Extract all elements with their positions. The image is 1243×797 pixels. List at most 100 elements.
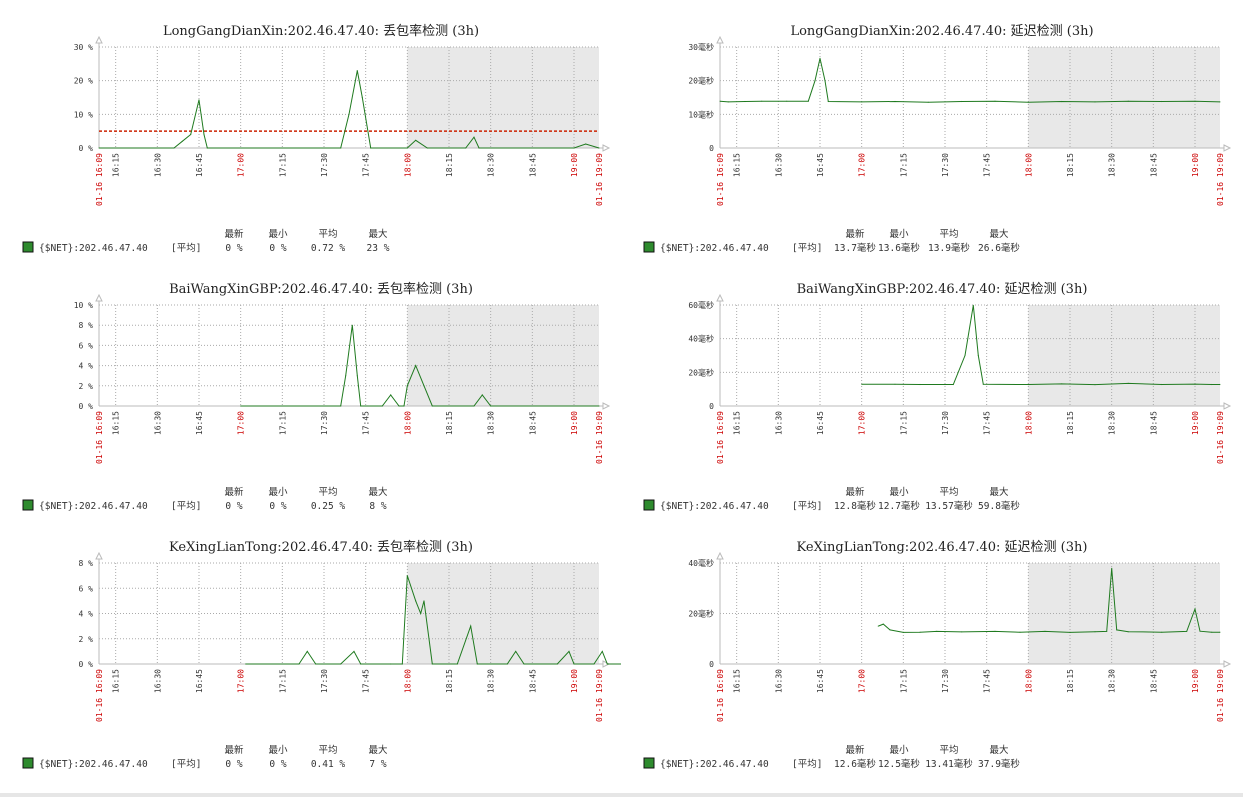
- legend-header: 最新: [224, 744, 244, 756]
- chart-title: LongGangDianXin:202.46.47.40: 丢包率检测 (3h): [163, 23, 479, 39]
- data-point: [345, 375, 347, 377]
- data-point: [819, 57, 821, 60]
- legend-value: 0 %: [269, 501, 286, 512]
- data-point: [1127, 382, 1129, 384]
- x-tick-label: 17:15: [278, 411, 287, 435]
- chart-loss-baiwang: BaiWangXinGBP:202.46.47.40: 丢包率检测 (3h) 0 …: [0, 273, 621, 531]
- data-point: [423, 600, 425, 602]
- chart-title: BaiWangXinGBP:202.46.47.40: 延迟检测 (3h): [797, 282, 1088, 297]
- x-tick-label: 17:00: [237, 411, 246, 435]
- x-tick-label: 18:00: [1024, 411, 1033, 435]
- legend-label: {$NET}:202.46.47.40: [39, 243, 148, 254]
- data-point: [481, 394, 483, 396]
- x-tick-label: 16:30: [153, 411, 162, 435]
- x-tick-label: 16:45: [195, 669, 204, 693]
- x-tick-label: 19:00: [1191, 411, 1200, 435]
- x-tick-label: 18:15: [1066, 411, 1075, 435]
- x-tick-label: 17:15: [899, 669, 908, 693]
- data-point: [415, 139, 417, 141]
- data-point: [356, 375, 358, 377]
- y-tick-label: 20 %: [74, 77, 93, 86]
- legend-header: 平均: [939, 228, 958, 240]
- data-point: [315, 663, 317, 665]
- legend-label: {$NET}:202.46.47.40: [39, 501, 148, 512]
- legend-header: 最大: [368, 228, 388, 240]
- chart-svg: LongGangDianXin:202.46.47.40: 丢包率检测 (3h)…: [22, 23, 611, 254]
- data-point: [431, 405, 433, 407]
- data-point: [761, 100, 763, 102]
- data-point: [1219, 631, 1221, 633]
- x-tick-label: 19:00: [1191, 669, 1200, 693]
- legend-value: 13.41毫秒: [925, 758, 973, 770]
- legend-function: [平均]: [792, 500, 822, 512]
- x-tick-label: 01-16 16:09: [716, 669, 725, 722]
- y-tick-label: 30毫秒: [688, 42, 714, 52]
- data-point: [181, 140, 183, 142]
- x-tick-label: 17:00: [237, 153, 246, 177]
- data-point: [719, 100, 721, 102]
- legend-label: {$NET}:202.46.47.40: [39, 759, 148, 770]
- x-tick-label: 16:45: [195, 153, 204, 177]
- legend-value: 0 %: [269, 759, 286, 770]
- data-point: [390, 394, 392, 396]
- x-tick-label: 18:00: [1024, 669, 1033, 693]
- data-point: [356, 70, 358, 72]
- y-tick-label: 0 %: [79, 402, 94, 411]
- x-tick-label: 01-16 16:09: [95, 153, 104, 206]
- legend-header: 最新: [845, 486, 865, 498]
- legend-function: [平均]: [171, 758, 201, 770]
- data-point: [98, 147, 100, 149]
- shaded-region: [407, 305, 599, 406]
- x-tick-label: 01-16 16:09: [95, 669, 104, 722]
- x-tick-label: 18:45: [1149, 411, 1158, 435]
- x-tick-label: 01-16 19:09: [595, 411, 604, 464]
- shaded-region: [1028, 305, 1220, 406]
- data-point: [1127, 631, 1129, 633]
- shaded-region: [407, 47, 599, 148]
- x-tick-label: 18:00: [1024, 153, 1033, 177]
- x-tick-label: 16:30: [153, 153, 162, 177]
- data-point: [1219, 383, 1221, 386]
- data-point: [361, 96, 363, 99]
- x-tick-label: 17:00: [858, 411, 867, 435]
- data-point: [919, 631, 921, 633]
- y-tick-label: 4 %: [79, 362, 94, 371]
- x-tick-label: 19:00: [1191, 153, 1200, 177]
- data-point: [1194, 608, 1196, 610]
- data-point: [426, 147, 428, 149]
- legend-value: 13.7毫秒: [834, 242, 876, 254]
- x-tick-label: 18:30: [487, 669, 496, 693]
- legend-value: 23 %: [367, 243, 390, 254]
- x-tick-label: 17:30: [941, 669, 950, 693]
- data-point: [585, 143, 587, 145]
- legend-value: 13.6毫秒: [878, 242, 920, 254]
- x-tick-label: 17:30: [941, 411, 950, 435]
- x-tick-label: 18:15: [445, 411, 454, 435]
- y-tick-label: 20毫秒: [688, 367, 714, 377]
- data-point: [431, 663, 433, 665]
- series-line: [878, 568, 1220, 633]
- x-tick-label: 17:00: [858, 153, 867, 177]
- data-point: [415, 365, 417, 367]
- y-tick-label: 30 %: [74, 43, 93, 52]
- x-tick-label: 18:45: [1149, 153, 1158, 177]
- data-point: [523, 663, 525, 665]
- legend-label: {$NET}:202.46.47.40: [660, 501, 769, 512]
- legend-value: 0.41 %: [311, 759, 346, 770]
- data-point: [882, 623, 884, 625]
- data-point: [381, 405, 383, 407]
- x-tick-label: 01-16 19:09: [1216, 669, 1225, 722]
- y-tick-label: 6 %: [79, 584, 94, 593]
- legend-swatch: [22, 757, 34, 769]
- data-point: [1111, 567, 1113, 569]
- data-point: [964, 354, 966, 357]
- data-point: [824, 80, 826, 82]
- legend-header: 最新: [845, 228, 865, 240]
- data-point: [351, 324, 353, 326]
- data-point: [936, 630, 938, 632]
- chart-svg: KeXingLianTong:202.46.47.40: 延迟检测 (3h) 0 2…: [643, 540, 1232, 770]
- data-point: [173, 147, 175, 149]
- chart-loss-longgang: LongGangDianXin:202.46.47.40: 丢包率检测 (3h)…: [0, 15, 621, 273]
- x-tick-label: 01-16 19:09: [595, 669, 604, 722]
- chart-svg: BaiWangXinGBP:202.46.47.40: 丢包率检测 (3h) 0 …: [22, 281, 611, 512]
